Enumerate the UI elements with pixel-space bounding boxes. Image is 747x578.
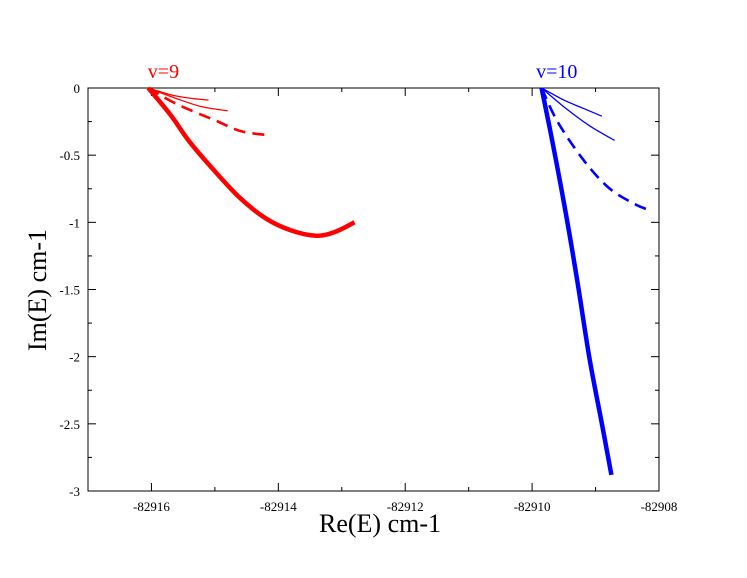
y-tick-label: -2.5 [59, 417, 80, 432]
y-axis-label: Im(E) cm-1 [23, 229, 52, 351]
series-line [539, 87, 614, 476]
series-annotation: v=9 [148, 61, 179, 83]
x-tick-label: -82908 [641, 499, 678, 514]
axis-tick-labels: -82916 -82914 -82912 -82910 -82908 0 -0.5 -1 -1.… [59, 81, 677, 514]
y-tick-label: -1 [69, 215, 80, 230]
y-tick-label: -0.5 [59, 148, 80, 163]
series-line [147, 86, 266, 137]
axis-ticks [87, 87, 660, 492]
series-line [148, 87, 228, 112]
series-line [540, 87, 650, 212]
x-tick-label: -82916 [133, 499, 170, 514]
series-line [146, 86, 356, 239]
y-tick-label: 0 [74, 81, 81, 96]
data-series [146, 86, 650, 476]
series-line [541, 87, 615, 141]
y-tick-label: -1.5 [59, 283, 80, 298]
x-tick-label: -82914 [260, 499, 297, 514]
x-tick-label: -82910 [514, 499, 551, 514]
series-annotation: v=10 [536, 61, 577, 83]
y-tick-label: -3 [69, 484, 80, 499]
series-line [541, 87, 603, 117]
plot-frame [87, 87, 660, 492]
y-tick-label: -2 [69, 350, 80, 365]
x-axis-label: Re(E) cm-1 [319, 509, 441, 538]
series-annotations: v=9 v=10 [148, 61, 578, 83]
x-tick-label: -82912 [387, 499, 424, 514]
